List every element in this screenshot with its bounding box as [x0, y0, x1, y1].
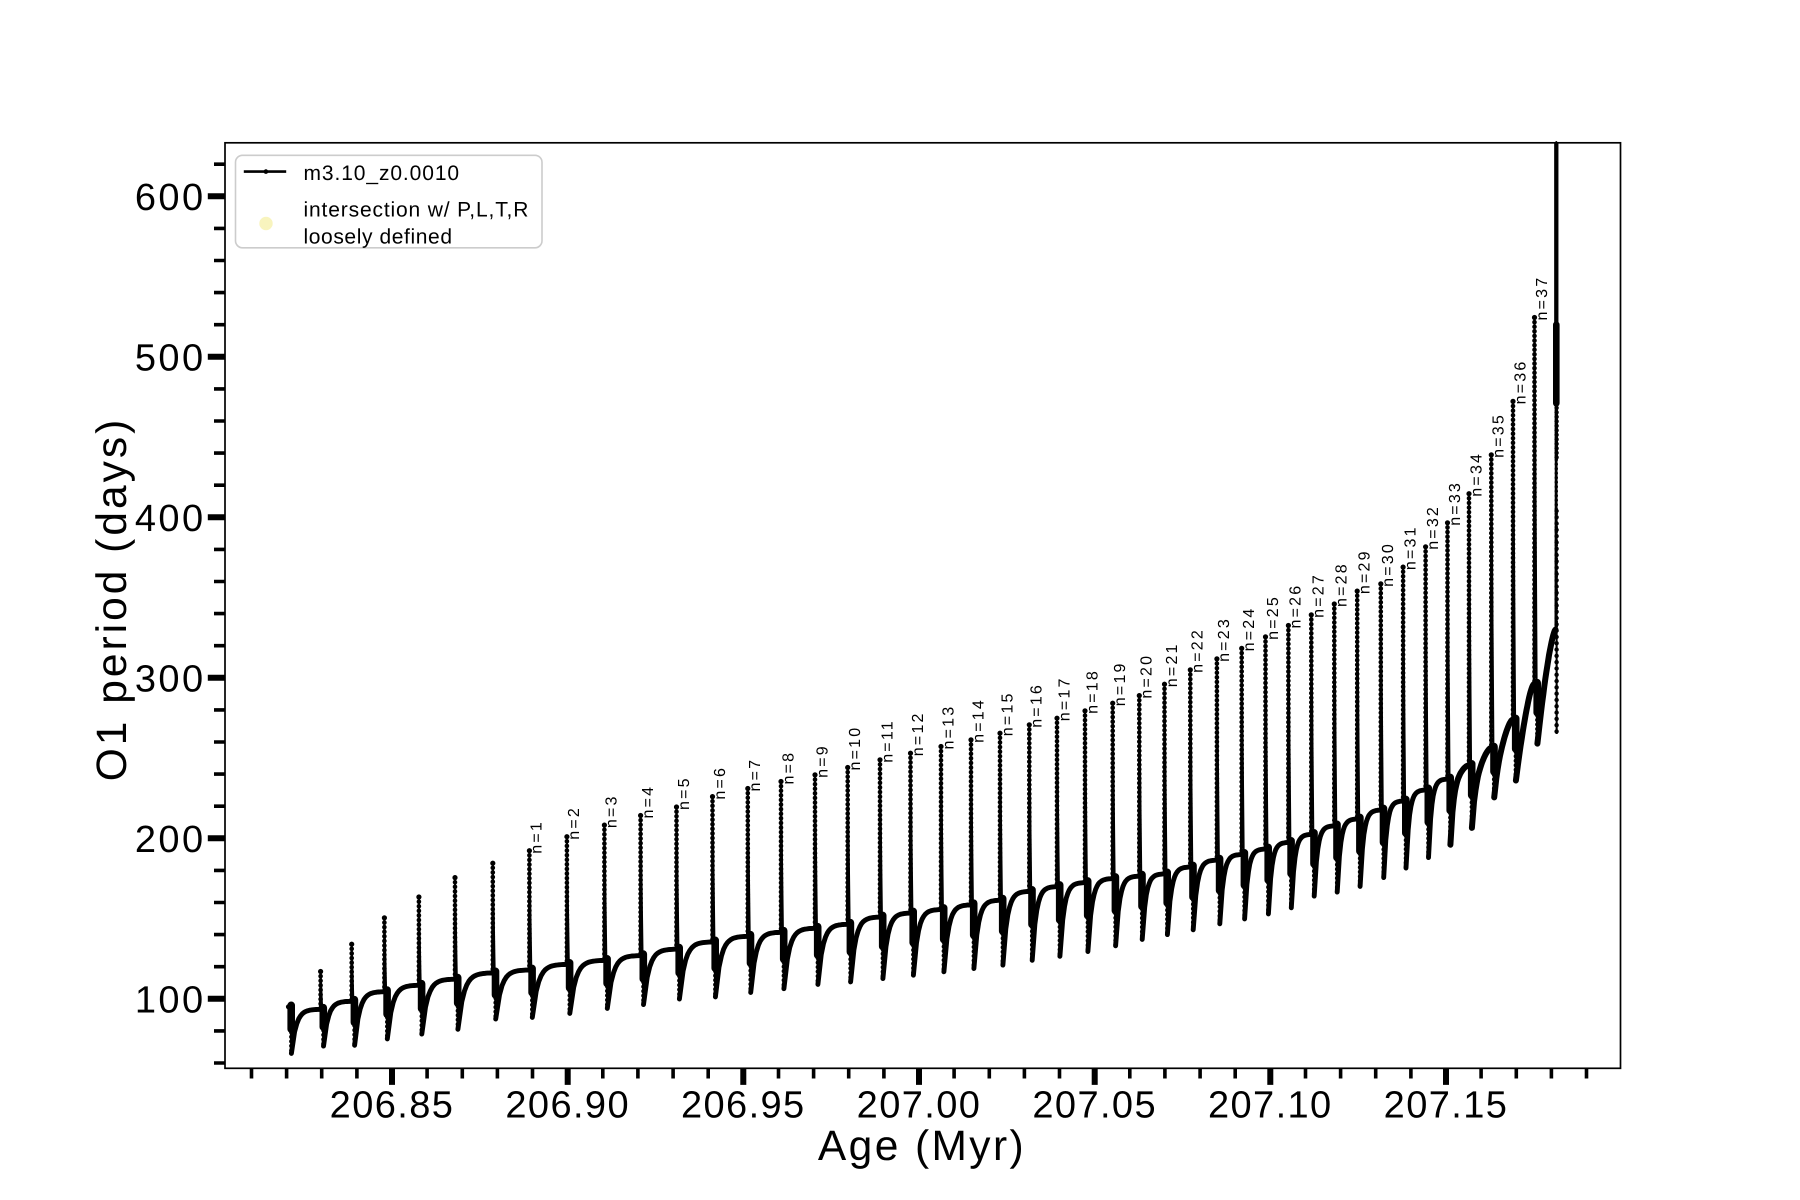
- svg-text:n=10: n=10: [847, 726, 864, 771]
- svg-text:206.85: 206.85: [330, 1085, 455, 1127]
- svg-text:500: 500: [135, 337, 206, 379]
- svg-text:n=7: n=7: [747, 758, 764, 792]
- svg-text:n=20: n=20: [1139, 654, 1156, 699]
- svg-text:m3.10_z0.0010: m3.10_z0.0010: [304, 162, 460, 185]
- svg-text:intersection w/ P,L,T,R: intersection w/ P,L,T,R: [304, 198, 530, 221]
- svg-text:207.15: 207.15: [1384, 1085, 1509, 1127]
- svg-text:Age (Myr): Age (Myr): [818, 1123, 1026, 1170]
- svg-text:n=11: n=11: [879, 719, 896, 763]
- svg-text:206.95: 206.95: [681, 1085, 806, 1127]
- svg-text:400: 400: [135, 498, 206, 540]
- svg-text:206.90: 206.90: [505, 1085, 630, 1127]
- svg-text:n=34: n=34: [1468, 452, 1485, 497]
- svg-text:n=31: n=31: [1402, 525, 1419, 570]
- svg-text:n=26: n=26: [1288, 584, 1305, 629]
- svg-text:n=4: n=4: [640, 785, 657, 819]
- svg-text:200: 200: [135, 819, 206, 861]
- svg-text:207.05: 207.05: [1032, 1085, 1157, 1127]
- svg-text:n=12: n=12: [910, 711, 927, 756]
- svg-text:n=9: n=9: [814, 744, 831, 778]
- svg-text:n=27: n=27: [1311, 573, 1328, 618]
- svg-text:n=33: n=33: [1447, 481, 1464, 526]
- svg-text:100: 100: [135, 979, 206, 1021]
- svg-text:n=25: n=25: [1265, 595, 1282, 640]
- svg-text:n=29: n=29: [1357, 549, 1374, 594]
- svg-text:n=28: n=28: [1334, 562, 1351, 607]
- svg-text:n=19: n=19: [1112, 661, 1129, 706]
- svg-text:n=30: n=30: [1380, 542, 1397, 587]
- svg-text:600: 600: [135, 177, 206, 219]
- svg-text:n=13: n=13: [940, 705, 957, 750]
- svg-text:n=8: n=8: [780, 751, 797, 785]
- svg-text:n=36: n=36: [1512, 360, 1529, 405]
- svg-text:n=18: n=18: [1084, 669, 1101, 714]
- svg-text:n=23: n=23: [1216, 617, 1233, 662]
- svg-text:n=1: n=1: [529, 820, 546, 854]
- svg-text:loosely defined: loosely defined: [304, 225, 453, 248]
- svg-text:n=5: n=5: [676, 776, 693, 810]
- svg-text:n=21: n=21: [1164, 642, 1181, 687]
- svg-text:300: 300: [135, 658, 206, 700]
- svg-text:n=14: n=14: [970, 698, 987, 743]
- svg-text:n=22: n=22: [1190, 628, 1207, 673]
- svg-text:207.00: 207.00: [857, 1085, 982, 1127]
- svg-text:O1 period (days): O1 period (days): [89, 417, 136, 782]
- svg-text:n=32: n=32: [1425, 505, 1442, 550]
- svg-text:207.10: 207.10: [1208, 1085, 1333, 1127]
- svg-text:n=16: n=16: [1029, 683, 1046, 728]
- svg-text:n=17: n=17: [1056, 676, 1073, 721]
- svg-text:n=24: n=24: [1241, 607, 1258, 652]
- svg-text:n=35: n=35: [1491, 413, 1508, 458]
- svg-text:n=6: n=6: [712, 766, 729, 800]
- svg-text:n=3: n=3: [604, 794, 621, 828]
- svg-text:n=2: n=2: [566, 806, 583, 840]
- svg-text:n=15: n=15: [999, 691, 1016, 736]
- svg-text:n=37: n=37: [1534, 276, 1551, 321]
